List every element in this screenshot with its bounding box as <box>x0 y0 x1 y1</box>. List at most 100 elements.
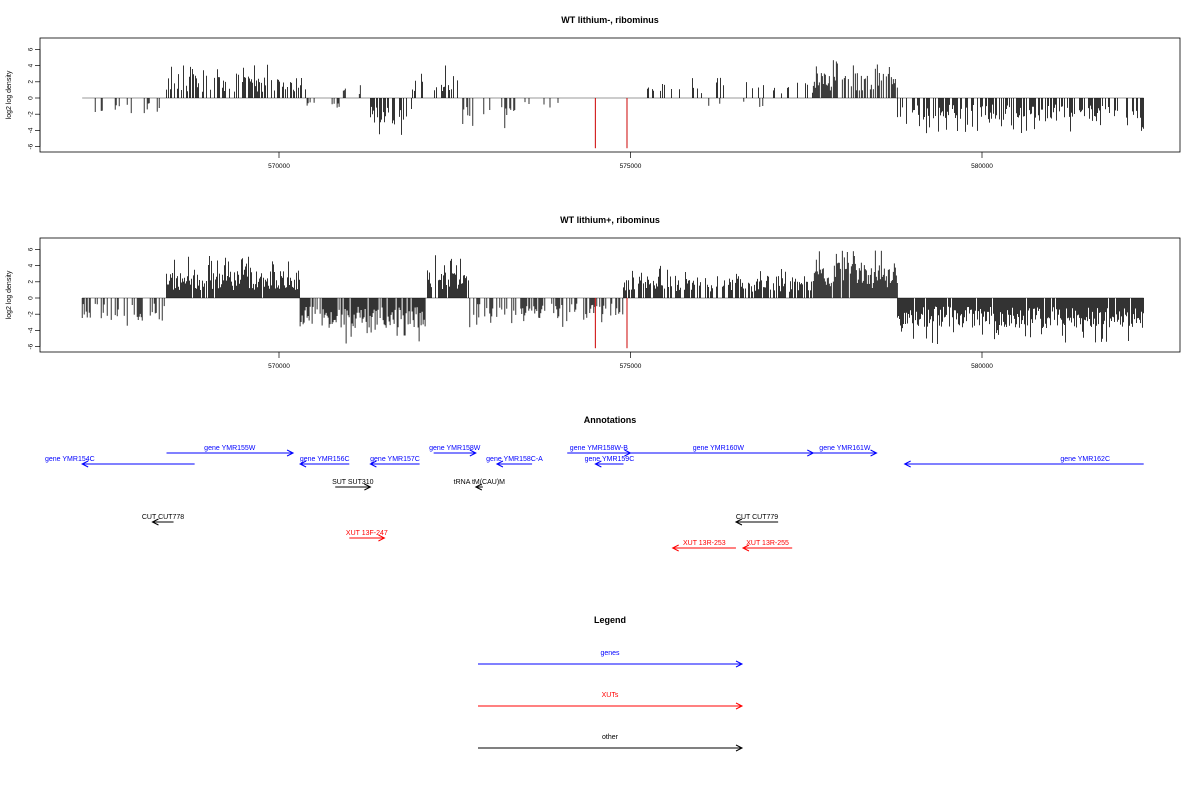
feature-label: gene YMR157C <box>370 456 420 463</box>
feature-arrowhead <box>495 460 504 468</box>
feature-arrowhead <box>369 460 377 468</box>
feature-label: XUT 13F-247 <box>346 530 388 537</box>
annotation-feature: XUT 13R-255 <box>741 540 793 552</box>
feature-label: gene YMR161W <box>819 445 871 452</box>
legend-item: genes <box>478 650 744 668</box>
legend-items: genes XUTs other <box>478 650 744 752</box>
annotation-feature: SUT SUT310 <box>332 479 374 491</box>
feature-label: gene YMR155W <box>204 445 256 452</box>
annotation-feature: gene YMR158C-A <box>486 456 543 468</box>
feature-label: tRNA tM(CAU)M <box>454 479 506 486</box>
y-tick-label: -2 <box>28 311 35 317</box>
annotation-feature: gene YMR162C <box>903 456 1144 468</box>
y-tick-label: -4 <box>28 327 35 333</box>
y-axis-label: log2 log density <box>6 270 13 319</box>
panel-title: WT lithium-, ribominus <box>561 15 659 25</box>
plot-frame <box>39 237 1181 353</box>
feature-label: XUT 13R-253 <box>683 540 726 547</box>
y-tick-label: 2 <box>28 280 35 284</box>
legend-title: Legend <box>594 615 626 625</box>
feature-arrowhead <box>298 460 307 468</box>
x-axis: 570000 575000 580000 <box>268 352 993 370</box>
annotation-features: gene YMR154C gene YMR155W gene YMR156C gene… <box>45 445 1144 552</box>
panel-lithium-minus: WT lithium-, ribominus log2 log density … <box>6 15 1181 170</box>
feature-arrowhead <box>594 460 602 468</box>
feature-arrowhead <box>469 449 477 457</box>
legend-item: XUTs <box>478 692 744 710</box>
annotation-feature: gene YMR156C <box>298 456 350 468</box>
panel-title: WT lithium+, ribominus <box>560 215 660 225</box>
annotations-title: Annotations <box>584 415 637 425</box>
feature-label: gene YMR158W <box>429 445 481 452</box>
y-tick-label: 0 <box>28 296 35 300</box>
y-tick-label: -6 <box>28 343 35 349</box>
annotation-feature: gene YMR158W-B <box>567 445 632 457</box>
legend-arrowhead <box>735 744 744 752</box>
feature-label: gene YMR158C-A <box>486 456 543 463</box>
feature-arrowhead <box>870 449 878 457</box>
x-tick-label: 580000 <box>971 163 993 170</box>
feature-label: gene YMR154C <box>45 456 95 463</box>
annotation-feature: gene YMR158W <box>429 445 481 457</box>
feature-arrowhead <box>474 483 483 491</box>
annotation-feature: CUT CUT779 <box>734 514 778 526</box>
legend-arrowhead <box>735 660 744 668</box>
y-axis: -6 -4 -2 0 2 4 6 <box>28 47 41 149</box>
y-axis: -6 -4 -2 0 2 4 6 <box>28 247 41 349</box>
legend: Legend genes XUTs other <box>478 615 744 752</box>
feature-label: CUT CUT779 <box>736 514 778 521</box>
annotation-feature: gene YMR154C <box>45 456 195 468</box>
feature-arrowhead <box>364 483 372 491</box>
feature-label: gene YMR158W-B <box>570 445 628 452</box>
feature-label: gene YMR156C <box>300 456 350 463</box>
annotation-feature: XUT 13F-247 <box>346 530 388 542</box>
feature-label: gene YMR162C <box>1060 456 1110 463</box>
feature-label: SUT SUT310 <box>332 479 374 486</box>
feature-arrowhead <box>286 449 295 457</box>
x-axis: 570000 575000 580000 <box>268 152 993 170</box>
feature-arrowhead <box>903 460 911 468</box>
legend-arrowhead <box>735 702 744 710</box>
annotation-feature: gene YMR159C <box>585 456 634 468</box>
feature-label: XUT 13R-255 <box>746 540 789 547</box>
y-tick-label: 4 <box>28 263 35 267</box>
y-tick-label: 6 <box>28 47 35 51</box>
y-tick-label: -6 <box>28 143 35 149</box>
y-tick-label: 4 <box>28 63 35 67</box>
feature-arrowhead <box>151 518 159 526</box>
feature-arrowhead <box>741 544 750 552</box>
annotation-feature: gene YMR157C <box>369 456 420 468</box>
feature-arrowhead <box>81 460 89 468</box>
legend-item: other <box>478 734 744 752</box>
feature-arrowhead <box>378 534 386 542</box>
feature-label: gene YMR160W <box>693 445 745 452</box>
feature-label: CUT CUT778 <box>142 514 184 521</box>
feature-arrowhead <box>734 518 743 526</box>
panel-lithium-plus: WT lithium+, ribominus log2 log density … <box>6 215 1181 370</box>
annotation-feature: CUT CUT778 <box>142 514 184 526</box>
annotation-feature: XUT 13R-253 <box>671 540 736 552</box>
legend-label: genes <box>600 650 620 657</box>
x-tick-label: 575000 <box>620 363 642 370</box>
legend-label: XUTs <box>602 692 619 699</box>
y-axis-label: log2 log density <box>6 70 13 119</box>
annotation-feature: gene YMR160W <box>623 445 815 457</box>
annotation-feature: gene YMR161W <box>813 445 878 457</box>
feature-arrowhead <box>671 544 679 552</box>
y-tick-label: 6 <box>28 247 35 251</box>
y-tick-label: -2 <box>28 111 35 117</box>
y-tick-label: 0 <box>28 96 35 100</box>
annotation-feature: tRNA tM(CAU)M <box>454 479 506 491</box>
legend-label: other <box>602 734 619 741</box>
y-tick-label: 2 <box>28 80 35 84</box>
plot-frame <box>39 37 1181 153</box>
signal-bars <box>81 250 1144 349</box>
x-tick-label: 570000 <box>268 163 290 170</box>
annotation-feature: gene YMR155W <box>166 445 295 457</box>
y-tick-label: -4 <box>28 127 35 133</box>
x-tick-label: 580000 <box>971 363 993 370</box>
x-tick-label: 570000 <box>268 363 290 370</box>
signal-bars <box>82 60 1144 149</box>
